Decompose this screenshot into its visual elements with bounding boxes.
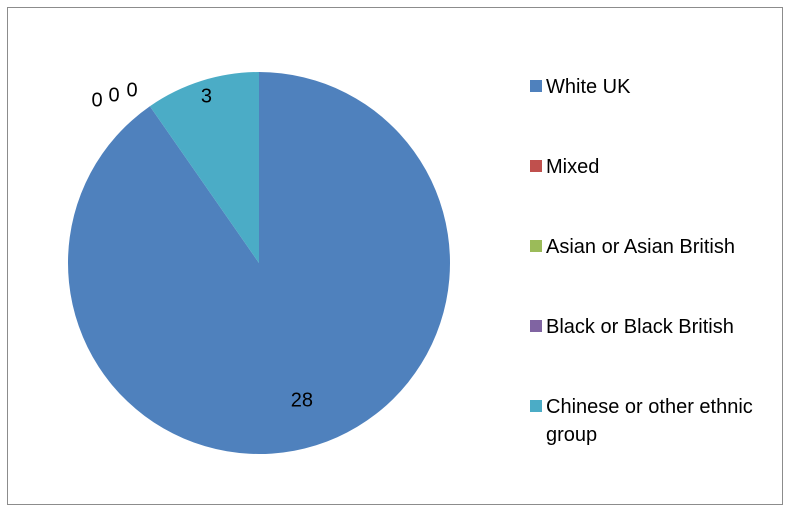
pie-data-labels: 280 0 0 3: [91, 79, 313, 411]
legend-label-black: Black or Black British: [546, 316, 734, 338]
legend-swatch-white-uk: [530, 80, 542, 92]
legend-label-mixed: Mixed: [546, 156, 600, 178]
pie-slices: [68, 72, 450, 454]
legend: White UK Mixed Asian or Asian British Bl…: [530, 0, 780, 515]
data-label-chinese-or-other-ethnic-group: 3: [201, 85, 212, 107]
legend-item-white-uk: White UK: [530, 73, 746, 101]
data-label-asian-or-asian-british: 0: [108, 84, 119, 106]
legend-label-chinese-other: Chinese or other ethnic group: [546, 396, 753, 446]
legend-item-chinese-other: Chinese or other ethnic group: [530, 393, 756, 449]
pie-slice-chinese-or-other-ethnic-group: [149, 72, 259, 263]
data-label-mixed: 0: [91, 89, 102, 111]
legend-item-mixed: Mixed: [530, 153, 746, 181]
legend-item-black: Black or Black British: [530, 313, 736, 341]
legend-item-asian: Asian or Asian British: [530, 233, 736, 261]
legend-swatch-black: [530, 320, 542, 332]
legend-swatch-asian: [530, 240, 542, 252]
legend-swatch-chinese-other: [530, 400, 542, 412]
data-label-black-or-black-british: 0: [126, 79, 137, 101]
legend-label-asian: Asian or Asian British: [546, 236, 735, 258]
legend-label-white-uk: White UK: [546, 76, 631, 98]
data-label-white-uk: 28: [291, 390, 313, 412]
legend-swatch-mixed: [530, 160, 542, 172]
